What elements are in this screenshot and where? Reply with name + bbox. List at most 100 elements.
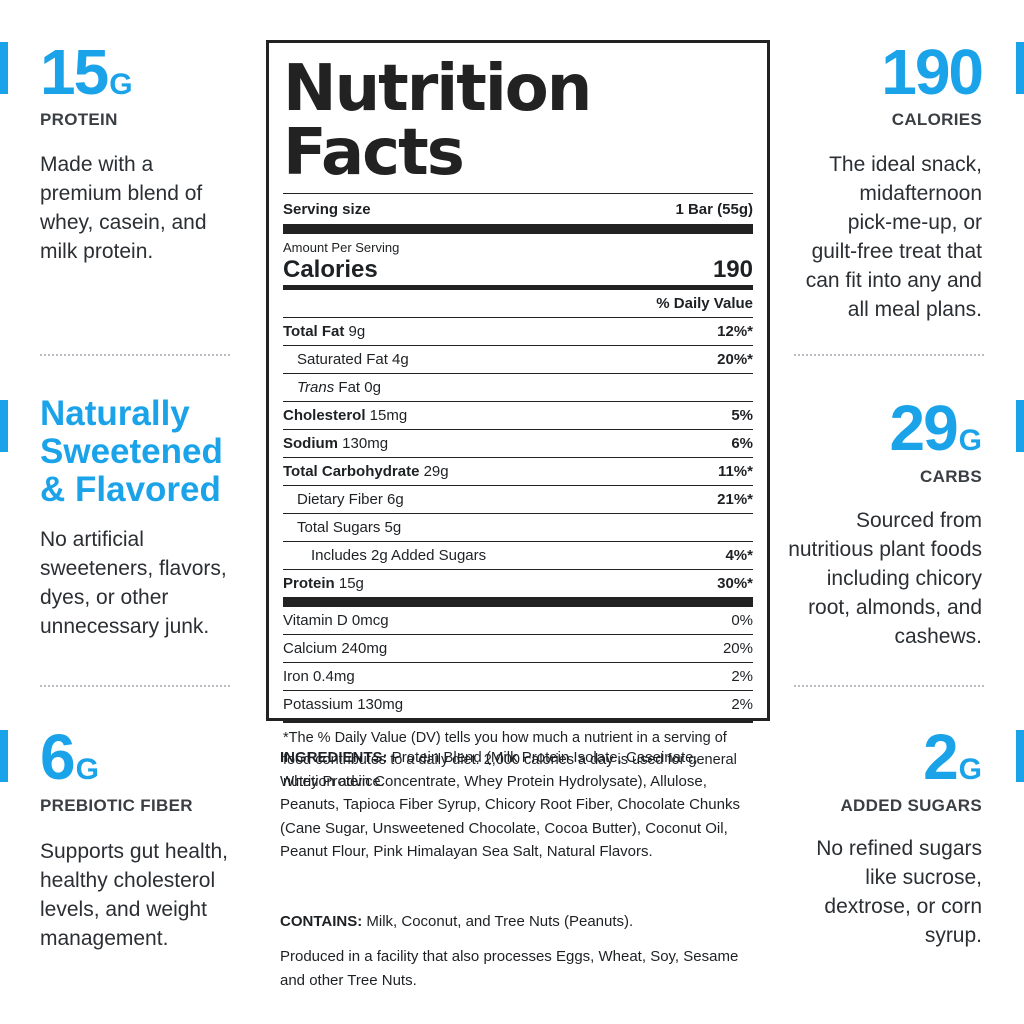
nutrient-row: Total Carbohydrate 29g 11%* (283, 457, 753, 485)
nutrient-dv: 12%* (717, 323, 753, 340)
accent-bar-right-2 (1016, 400, 1024, 452)
calories-label: CALORIES (891, 110, 982, 129)
desc-line: premium blend of (40, 182, 203, 205)
desc-line: including chicory (826, 567, 982, 590)
vitamin-dv: 2% (731, 696, 753, 713)
desc-line: unnecessary junk. (40, 615, 210, 638)
nutrient-italic: Trans (297, 379, 335, 396)
accent-bar-left-3 (0, 730, 8, 782)
nutrient-amount: 130mg (338, 435, 389, 452)
desc-line: root, almonds, and (808, 596, 982, 619)
nutrient-bold: Cholesterol (283, 407, 366, 424)
fiber-stat: 6G (40, 725, 99, 789)
desc-line: milk protein. (40, 240, 154, 263)
desc-line: whey, casein, and (40, 211, 207, 234)
serving-value: 1 Bar (55g) (675, 200, 753, 218)
nutrient-row: Includes 2g Added Sugars 4%* (283, 541, 753, 569)
vitamin-row: Calcium 240mg 20% (283, 634, 753, 662)
desc-line: sweeteners, flavors, (40, 557, 227, 580)
nutrient-bold: Protein (283, 575, 335, 592)
nutrient-row: Protein 15g 30%* (283, 569, 753, 597)
desc-line: cashews. (894, 625, 982, 648)
headline-line: Sweetened (40, 432, 223, 471)
nutrient-row: Sodium 130mg 6% (283, 429, 753, 457)
desc-line: can fit into any and (805, 269, 982, 292)
ingredients-block: INGREDIENTS: Protein Blend (Milk Protein… (280, 746, 740, 864)
sugars-desc: No refined sugars like sucrose, dextrose… (816, 834, 982, 950)
nutrient-name: Dietary Fiber 6g (297, 491, 404, 508)
calories-row: Calories 190 (283, 255, 753, 285)
vitamin-name: Calcium 240mg (283, 640, 388, 657)
vitamin-dv: 20% (722, 640, 753, 657)
nutrient-rows: Total Fat 9g 12%* Saturated Fat 4g 20%* Tran… (283, 317, 753, 597)
nutrient-dv: 20%* (717, 351, 753, 368)
footnote: *The % Daily Value (DV) tells you how mu… (283, 718, 753, 793)
divider (40, 354, 230, 356)
desc-line: dextrose, or corn (824, 895, 982, 918)
nutrient-amount: 15mg (365, 407, 408, 424)
dv-header-row: % Daily Value (283, 285, 753, 317)
desc-line: dyes, or other (40, 586, 169, 609)
calories-stat: 190 (881, 40, 984, 104)
nutrient-row: Cholesterol 15mg 5% (283, 401, 753, 429)
sugars-unit: G (958, 753, 982, 786)
nutrient-amount: Includes 2g Added Sugars (311, 547, 487, 564)
ingredients-text: Protein Blend (Milk Protein Isolate, Cas… (280, 749, 740, 860)
vitamin-name: Potassium 130mg (283, 696, 404, 713)
fiber-label: PREBIOTIC FIBER (40, 796, 193, 815)
desc-line: The ideal snack, (829, 153, 982, 176)
vitamin-row: Vitamin D 0mcg 0% (283, 597, 753, 634)
carbs-label: CARBS (920, 467, 982, 486)
sugars-label: ADDED SUGARS (840, 796, 982, 815)
nutrient-row: Dietary Fiber 6g 21%* (283, 485, 753, 513)
nutrient-amount: Fat 0g (334, 379, 381, 396)
nutrient-dv: 6% (731, 435, 753, 452)
vitamin-rows: Vitamin D 0mcg 0% Calcium 240mg 20% Iron 0.4… (283, 597, 753, 718)
protein-value: 15 (40, 36, 109, 108)
calories-desc: The ideal snack, midafternoon pick-me-up… (806, 150, 982, 324)
serving-label: Serving size (283, 200, 371, 218)
nutrient-name: Protein 15g (283, 575, 364, 592)
nutrient-amount: Dietary Fiber 6g (297, 491, 404, 508)
vitamin-row: Iron 0.4mg 2% (283, 662, 753, 690)
contains-text: Milk, Coconut, and Tree Nuts (Peanuts). (362, 913, 634, 930)
contains-label: CONTAINS: (280, 913, 363, 930)
accent-bar-right-3 (1016, 730, 1024, 782)
desc-line: Supports gut health, (40, 840, 228, 863)
divider (40, 685, 230, 687)
fiber-unit: G (75, 753, 99, 786)
carbs-value: 29 (889, 392, 958, 464)
nutrient-name: Total Fat 9g (283, 323, 365, 340)
fiber-value: 6 (40, 721, 76, 793)
nutrient-dv: 5% (731, 407, 753, 424)
nutrient-name: Total Carbohydrate 29g (283, 463, 449, 480)
nutrient-dv: 4%* (725, 547, 753, 564)
desc-line: syrup. (924, 924, 982, 947)
nutrient-amount: 15g (334, 575, 364, 592)
desc-line: guilt-free treat that (811, 240, 982, 263)
nutrient-row: Saturated Fat 4g 20%* (283, 345, 753, 373)
nutrient-name: Saturated Fat 4g (297, 351, 409, 368)
vitamin-dv: 2% (731, 668, 753, 685)
headline-line: & Flavored (40, 470, 221, 509)
calories-label: Calories (283, 256, 378, 283)
desc-line: management. (40, 927, 169, 950)
nutrient-bold: Total Fat (283, 323, 345, 340)
nutrient-dv: 21%* (717, 491, 753, 508)
nutrient-dv: 11%* (717, 463, 753, 480)
headline-line: Naturally (40, 394, 190, 433)
thick-rule (283, 224, 753, 234)
nutrition-title: Nutrition Facts (283, 52, 592, 190)
nutrient-name: Total Sugars 5g (297, 519, 401, 536)
sugars-stat: 2G (923, 725, 982, 789)
nutrient-name: Includes 2g Added Sugars (311, 547, 486, 564)
nutrient-row: Total Sugars 5g (283, 513, 753, 541)
vitamin-name: Iron 0.4mg (283, 668, 355, 685)
desc-line: No refined sugars (816, 837, 982, 860)
sweetened-desc: No artificial sweeteners, flavors, dyes,… (40, 525, 227, 641)
dv-header: % Daily Value (656, 295, 753, 312)
desc-line: Sourced from (855, 509, 982, 532)
nutrient-bold: Total Carbohydrate (283, 463, 420, 480)
calories-value: 190 (881, 36, 984, 108)
facility-statement: Produced in a facility that also process… (280, 948, 739, 989)
